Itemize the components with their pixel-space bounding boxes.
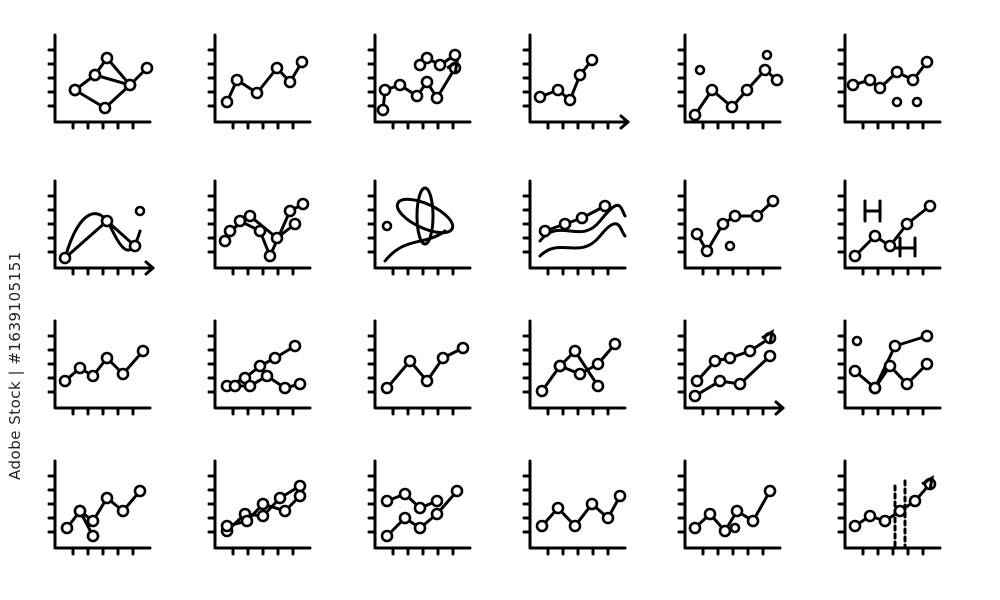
trend-dashed-arrow-icon bbox=[835, 456, 955, 560]
dot-line-chart-icon bbox=[675, 30, 795, 134]
double-trend-up-icon bbox=[365, 30, 485, 134]
candlestick-trend-icon bbox=[835, 176, 955, 280]
trend-up-arrow-icon bbox=[675, 316, 795, 420]
network-line-chart-icon bbox=[520, 316, 640, 420]
crossed-lines-chart-icon bbox=[205, 176, 325, 280]
multi-wave-chart-icon bbox=[520, 176, 640, 280]
line-chart-icon bbox=[45, 456, 165, 560]
line-chart-arrows-icon bbox=[520, 30, 640, 134]
scatter-connected-icon bbox=[835, 316, 955, 420]
scatter-line-icon bbox=[835, 30, 955, 134]
line-chart-icon bbox=[675, 456, 795, 560]
sine-wave-chart-icon bbox=[45, 176, 165, 280]
multi-line-chart-icon bbox=[205, 316, 325, 420]
line-chart-icon bbox=[520, 456, 640, 560]
line-chart-icon bbox=[365, 316, 485, 420]
line-chart-icon bbox=[675, 176, 795, 280]
line-chart-icon bbox=[45, 316, 165, 420]
orbit-chart-icon bbox=[365, 176, 485, 280]
watermark: Adobe Stock | #1639105151 bbox=[6, 251, 24, 480]
line-chart-icon bbox=[205, 30, 325, 134]
network-graph-icon bbox=[45, 30, 165, 134]
double-line-chart-icon bbox=[205, 456, 325, 560]
double-line-chart-icon bbox=[365, 456, 485, 560]
